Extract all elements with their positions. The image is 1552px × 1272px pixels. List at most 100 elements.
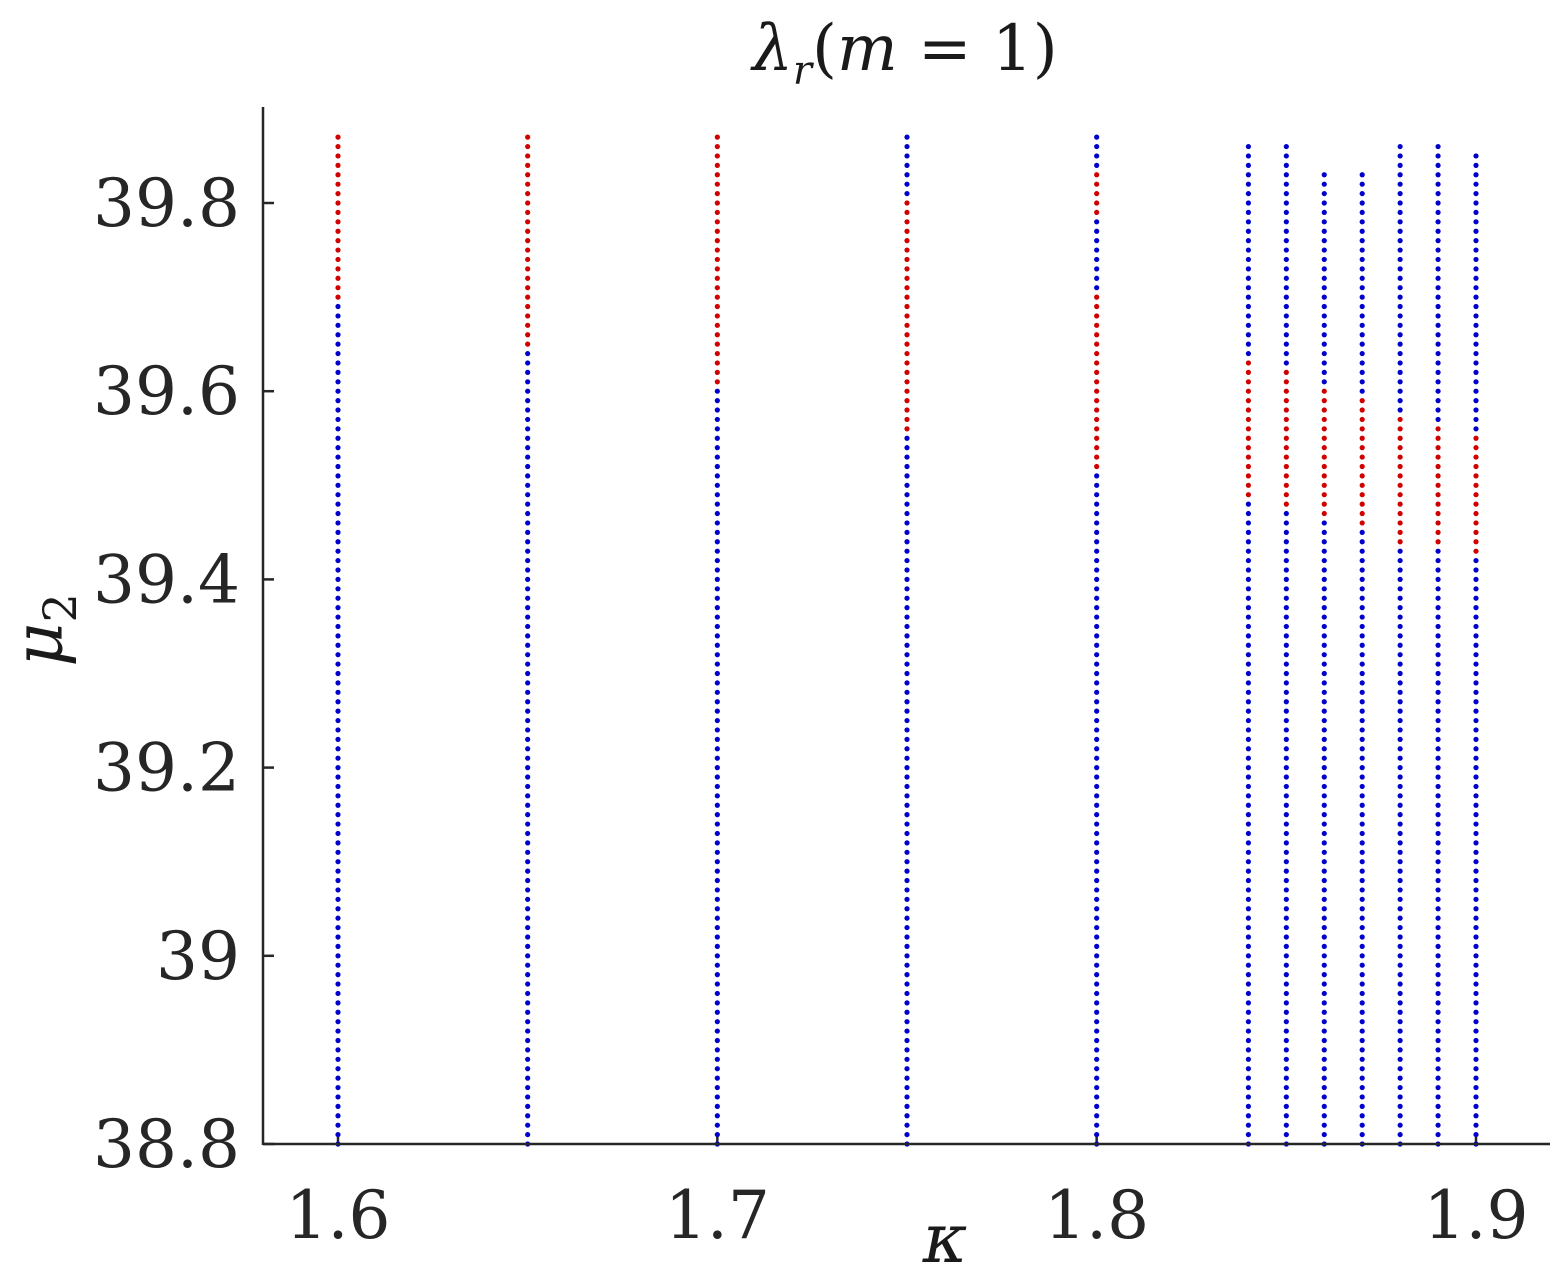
- stable-point: [1321, 256, 1327, 263]
- stable-point: [1283, 736, 1289, 742]
- stable-point: [1359, 595, 1365, 601]
- stable-point: [1397, 172, 1403, 178]
- stable-point: [1094, 896, 1100, 902]
- stable-point: [1283, 981, 1289, 987]
- stable-point: [1397, 906, 1403, 912]
- stable-point: [714, 454, 720, 460]
- stable-point: [1245, 539, 1251, 545]
- stable-point: [1435, 849, 1441, 855]
- stable-point: [1359, 906, 1365, 912]
- stable-point: [1359, 652, 1365, 658]
- stable-point: [1094, 877, 1100, 884]
- stable-point: [904, 755, 910, 761]
- stable-point: [1245, 962, 1251, 968]
- stable-point: [1397, 896, 1403, 902]
- stable-point: [335, 783, 341, 790]
- stable-point: [335, 699, 341, 705]
- stable-point: [1397, 332, 1403, 338]
- unstable-point: [1359, 454, 1365, 460]
- stable-point: [525, 1113, 531, 1119]
- stable-point: [904, 1075, 910, 1081]
- stable-point: [1094, 717, 1100, 724]
- stable-point: [1435, 143, 1441, 150]
- stable-point: [904, 746, 910, 752]
- stable-point: [904, 708, 910, 714]
- stable-point: [1435, 802, 1441, 808]
- stable-point: [1473, 313, 1479, 319]
- stable-point: [1094, 520, 1100, 526]
- stable-point: [1321, 1028, 1327, 1034]
- stable-point: [1473, 398, 1479, 404]
- stable-point: [904, 605, 910, 611]
- stable-point: [1359, 256, 1365, 263]
- stable-point: [1397, 981, 1403, 987]
- stable-point: [1094, 134, 1100, 140]
- unstable-point: [1094, 379, 1100, 385]
- stable-point: [714, 755, 720, 761]
- stable-point: [1435, 887, 1441, 893]
- stable-point: [1321, 661, 1327, 667]
- stable-point: [525, 680, 531, 686]
- stable-point: [714, 859, 720, 865]
- stable-point: [904, 463, 910, 470]
- stable-point: [904, 943, 910, 949]
- stable-point: [1245, 172, 1251, 178]
- stable-point: [1473, 699, 1479, 705]
- stable-point: [1094, 567, 1100, 573]
- stable-point: [1321, 313, 1327, 319]
- stable-point: [1435, 783, 1441, 790]
- stable-point: [1094, 765, 1100, 771]
- stable-point: [1435, 416, 1441, 423]
- stable-point: [1435, 567, 1441, 573]
- stable-point: [335, 1009, 341, 1015]
- stable-point: [1359, 661, 1365, 667]
- stable-point: [1245, 802, 1251, 808]
- stable-point: [714, 595, 720, 601]
- stable-point: [1359, 539, 1365, 545]
- unstable-point: [714, 256, 720, 263]
- stable-point: [1094, 586, 1100, 592]
- stable-point: [1245, 868, 1251, 874]
- stable-point: [904, 1037, 910, 1044]
- stable-point: [1473, 924, 1479, 931]
- stable-point: [1359, 943, 1365, 949]
- unstable-point: [1397, 539, 1403, 545]
- stable-point: [1397, 256, 1403, 263]
- unstable-point: [1435, 501, 1441, 507]
- stable-point: [1397, 661, 1403, 667]
- stable-point: [714, 1066, 720, 1072]
- stable-point: [335, 717, 341, 724]
- stable-point: [904, 1056, 910, 1062]
- stable-point: [1435, 1056, 1441, 1062]
- stable-point: [1245, 303, 1251, 310]
- stable-point: [1321, 623, 1327, 630]
- unstable-point: [904, 313, 910, 319]
- stable-point: [525, 454, 531, 460]
- stable-point: [1094, 802, 1100, 808]
- stable-point: [1473, 190, 1479, 197]
- stable-point: [1321, 708, 1327, 714]
- unstable-point: [525, 285, 531, 291]
- stable-point: [714, 633, 720, 639]
- stable-point: [904, 614, 910, 620]
- stable-point: [335, 605, 341, 611]
- stable-point: [525, 633, 531, 639]
- stable-point: [1321, 915, 1327, 921]
- stable-point: [1435, 407, 1441, 413]
- stable-point: [1245, 774, 1251, 780]
- stable-point: [335, 1066, 341, 1072]
- stable-point: [1359, 181, 1365, 187]
- stable-point: [1473, 379, 1479, 385]
- stable-point: [1321, 689, 1327, 695]
- stable-point: [1397, 586, 1403, 592]
- stable-point: [1359, 849, 1365, 855]
- unstable-point: [525, 247, 531, 253]
- unstable-point: [525, 256, 531, 263]
- stable-point: [1094, 812, 1100, 818]
- stable-point: [1435, 812, 1441, 818]
- unstable-point: [335, 228, 341, 234]
- stable-point: [904, 445, 910, 451]
- unstable-point: [1473, 529, 1479, 535]
- unstable-point: [1473, 473, 1479, 479]
- unstable-point: [525, 238, 531, 244]
